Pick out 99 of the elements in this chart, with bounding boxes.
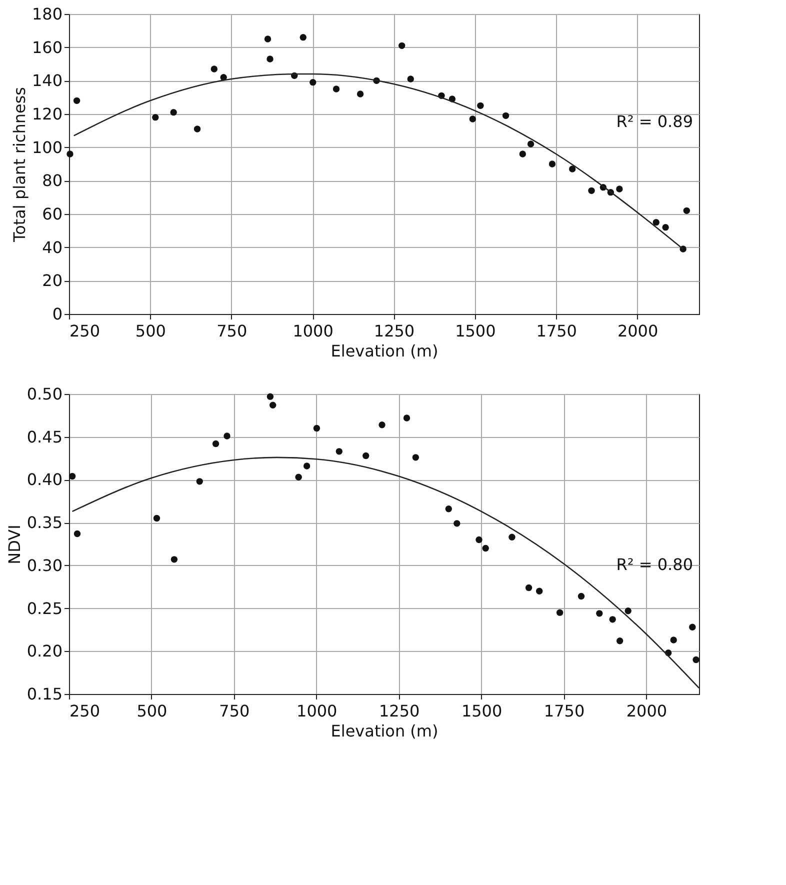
point [508,534,516,540]
point [536,588,543,594]
annotation: R² = 0.89 [616,112,693,131]
point [264,36,272,42]
point [407,76,414,82]
point [170,108,177,116]
point [652,218,660,226]
point [210,66,218,72]
point [477,102,484,110]
point [502,112,510,120]
point [378,422,386,428]
y-tick-label: 0 [52,304,62,324]
point [662,224,669,231]
point [295,474,302,480]
y-axis-title: Total plant richness [10,87,29,243]
point [525,584,532,592]
point [454,520,460,527]
point [266,393,274,400]
point [196,478,203,485]
y-tick-label: 20 [42,271,62,290]
x-tick-label: 750 [216,322,248,340]
x-axis-title: Elevation (m) [330,342,438,360]
point [556,609,564,616]
y-tick-label: 180 [32,4,62,24]
x-axis-title: Elevation (m) [330,722,438,740]
point [403,414,410,422]
x-tick-label: 500 [135,322,166,340]
point [398,42,406,50]
x-tick-label: 2000 [617,322,658,340]
point [332,86,340,92]
y-tick-label: 0.30 [26,556,62,575]
point [689,624,696,630]
point [300,34,306,41]
y-tick-label: 160 [32,38,62,57]
point [224,432,230,440]
x-tick-label: 750 [219,702,250,720]
y-tick-label: 0.20 [26,642,62,661]
point [313,424,320,432]
point [624,608,632,614]
x-tick-label: 1000 [292,322,334,340]
point [194,126,201,132]
point [596,610,603,617]
y-tick-label: 0.50 [26,384,62,404]
x-tick-label: 1500 [455,322,496,340]
point [692,656,700,664]
x-tick-label: 250 [70,702,100,720]
point [616,186,623,192]
point [356,90,364,98]
y-tick-label: 100 [32,138,62,157]
point [170,556,178,563]
point [670,636,677,644]
y-tick-label: 0.15 [26,684,62,704]
x-tick-label: 250 [70,322,100,340]
y-tick-label: 0.25 [26,598,62,618]
annotation: R² = 0.80 [616,555,693,574]
point [303,462,310,470]
y-tick-label: 120 [32,104,62,124]
point [482,544,489,552]
x-tick-label: 1500 [461,702,502,720]
y-tick-label: 0.40 [26,470,62,490]
y-axis-title: NDVI [4,524,24,564]
y-tick-label: 0.35 [26,513,62,532]
point [568,166,576,172]
x-tick-label: 1000 [296,702,338,720]
point [683,207,690,214]
y-tick-label: 60 [42,204,62,224]
point [66,150,74,158]
point [73,97,80,104]
point [616,638,624,644]
point [266,56,274,62]
point [548,160,556,168]
point [519,150,526,158]
x-tick-label: 2000 [626,702,668,720]
x-tick-label: 1250 [378,702,420,720]
point [445,506,452,512]
point [68,472,76,480]
x-tick-label: 1750 [536,322,577,340]
x-tick-label: 500 [136,702,168,720]
point [527,140,534,148]
point [469,116,476,122]
y-tick-label: 0.45 [26,427,62,446]
point [269,402,276,408]
point [152,114,159,121]
y-tick-label: 140 [32,71,62,90]
point [476,536,482,544]
point [362,452,370,460]
point [578,592,585,600]
point [588,187,595,194]
y-tick-label: 80 [42,171,62,190]
point [212,440,220,448]
x-tick-label: 1250 [374,322,415,340]
point [153,514,160,522]
x-tick-label: 1750 [544,702,585,720]
point [609,616,616,623]
point [310,78,316,86]
point [74,530,81,538]
point [336,448,342,455]
y-tick-label: 40 [42,238,62,257]
point [412,454,420,461]
